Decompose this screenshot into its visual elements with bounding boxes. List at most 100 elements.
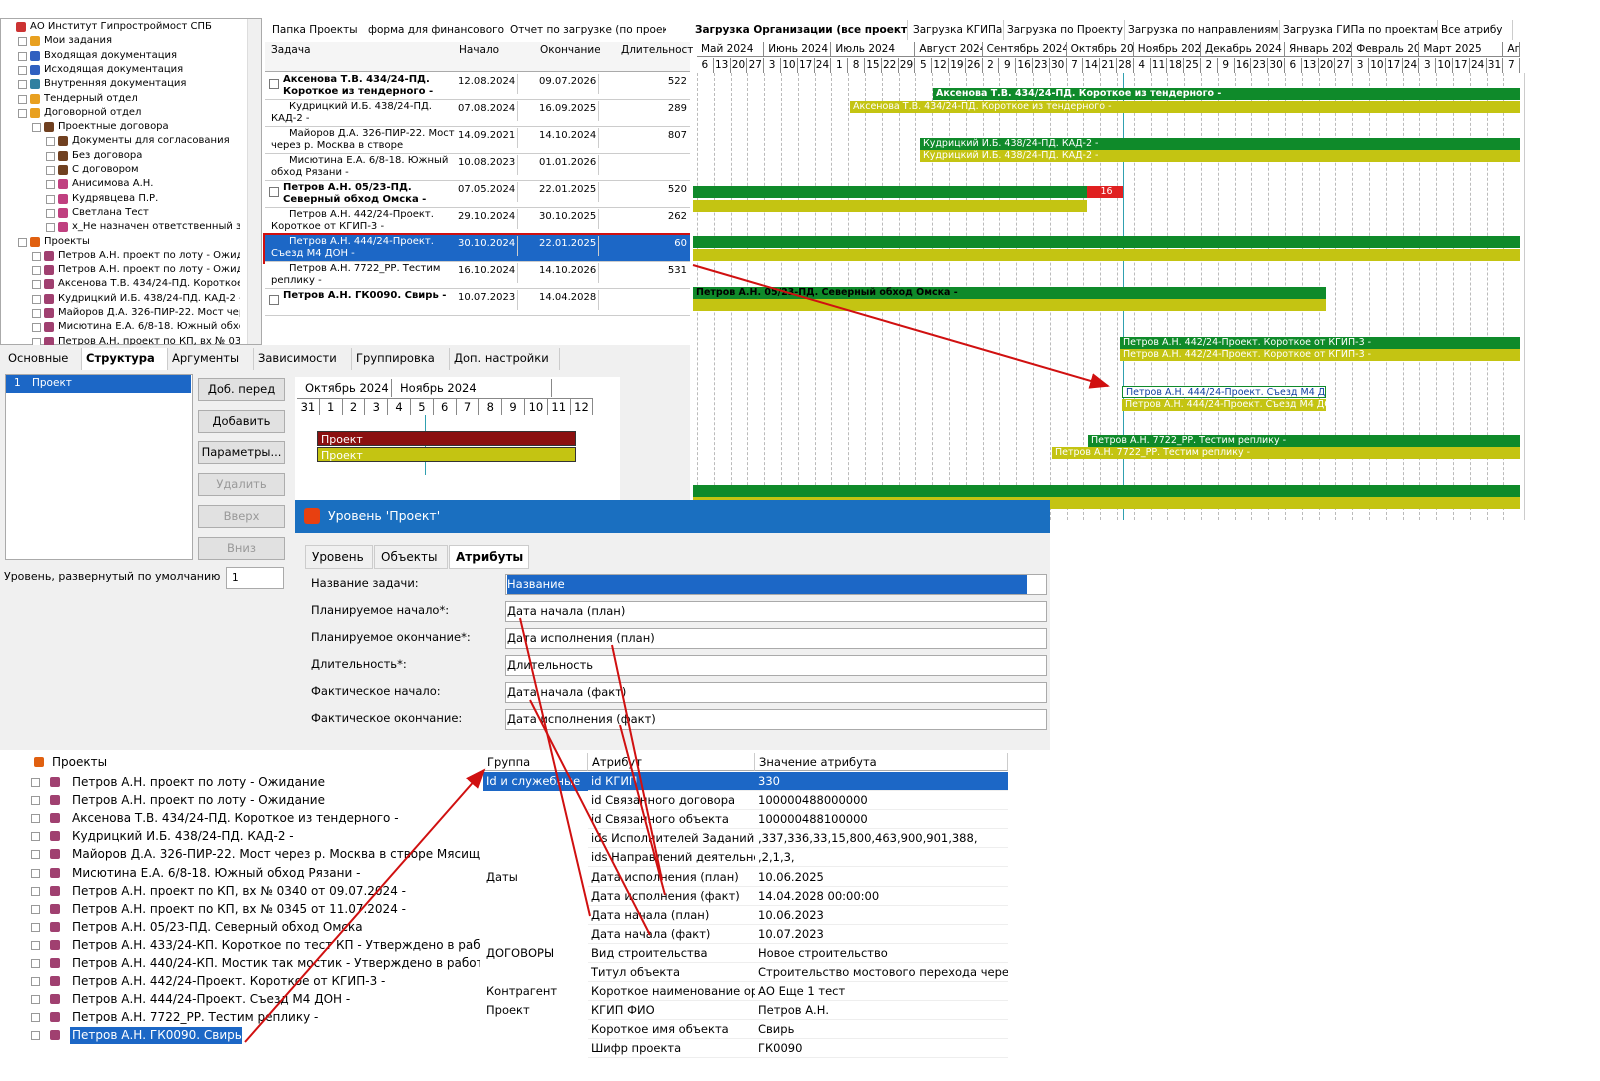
field-combo[interactable] xyxy=(505,628,1047,649)
tree-item[interactable]: Петров А.Н. проект по КП, вх № 0340 xyxy=(58,335,240,347)
tree-item[interactable]: Петров А.Н. проект по КП, вх № 0345 от 1… xyxy=(72,901,406,916)
gantt-bar[interactable]: Кудрицкий И.Б. 438/24-ПД. КАД-2 - xyxy=(920,150,1520,162)
tree-item[interactable]: Тендерный отдел xyxy=(44,92,138,104)
attribute-name[interactable]: Дата начала (план) xyxy=(588,906,755,925)
dropdown[interactable] xyxy=(598,155,618,175)
tab[interactable]: Загрузка по Проекту xyxy=(1004,20,1125,40)
dropdown[interactable] xyxy=(598,128,618,148)
attribute-name[interactable]: id Связанного договора xyxy=(588,791,755,811)
expand-button[interactable] xyxy=(269,295,279,305)
task-name[interactable]: Кудрицкий И.Б. 438/24-ПД. КАД-2 - xyxy=(271,101,432,124)
tab[interactable]: Зависимости xyxy=(254,348,352,370)
dropdown[interactable] xyxy=(598,182,618,202)
task-name[interactable]: Аксенова Т.В. 434/24-ПД. Короткое из тен… xyxy=(283,74,434,97)
gantt-bar[interactable] xyxy=(693,485,1520,497)
attribute-name[interactable]: КГИП ФИО xyxy=(588,1001,755,1021)
dropdown[interactable] xyxy=(517,263,537,283)
dropdown[interactable] xyxy=(517,236,537,256)
tree-item[interactable]: Кудрицкий И.Б. 438/24-ПД. КАД-2 - xyxy=(72,829,294,844)
gantt-bar[interactable] xyxy=(693,249,1520,261)
attribute-name[interactable]: Короткое наименование орг xyxy=(588,982,755,1002)
tree-item[interactable]: Кудрявцева П.Р. xyxy=(72,192,159,204)
tab[interactable]: Аргументы xyxy=(168,348,254,370)
tab[interactable]: Уровень xyxy=(305,545,373,569)
attribute-name[interactable]: Дата исполнения (план) xyxy=(588,868,755,887)
tree-item[interactable]: Петров А.Н. ГК0090. Свирь - xyxy=(70,1027,242,1045)
task-name[interactable]: Мисютина Е.А. 6/8-18. Южный обход Рязани… xyxy=(271,155,449,178)
tree-item[interactable]: С договором xyxy=(72,164,139,175)
attribute-name[interactable]: id КГИП xyxy=(588,772,755,791)
attribute-name[interactable]: Дата начала (факт) xyxy=(588,925,755,944)
gantt-bar[interactable]: Аксенова Т.В. 434/24-ПД. Короткое из тен… xyxy=(933,88,1520,100)
task-name[interactable]: Петров А.Н. 444/24-Проект. Съезд М4 ДОН … xyxy=(271,236,434,259)
tree-item[interactable]: Петров А.Н. 433/24-КП. Короткое по тест … xyxy=(72,937,480,952)
dropdown[interactable] xyxy=(517,74,537,94)
dropdown[interactable] xyxy=(517,182,537,202)
button[interactable]: Вверх xyxy=(198,504,285,528)
tree-item[interactable]: Анисимова А.Н. xyxy=(72,178,154,190)
tab[interactable]: Загрузка по направлениям xyxy=(1125,20,1280,40)
gantt-bar[interactable]: Петров А.Н. 7722_РР. Тестим реплику - xyxy=(1052,447,1520,459)
tab[interactable]: Загрузка ГИПа по проектам xyxy=(1280,20,1438,40)
gantt-bar[interactable]: Петров А.Н. 05/23-ПД. Северный обход Омс… xyxy=(693,287,1326,299)
tree-item[interactable]: Мои задания xyxy=(44,35,112,47)
tab[interactable]: Доп. настройки xyxy=(450,348,560,370)
tree-item[interactable]: Петров А.Н. 444/24-Проект. Съезд М4 ДОН … xyxy=(72,992,351,1007)
tree-item[interactable]: Майоров Д.А. 326-ПИР-22. Мост через р. М… xyxy=(72,847,480,862)
tab[interactable]: Объекты xyxy=(374,545,448,569)
gantt-bar[interactable]: Аксенова Т.В. 434/24-ПД. Короткое из тен… xyxy=(850,101,1520,113)
button[interactable]: Параметры... xyxy=(198,441,285,465)
tab[interactable]: Все атрибу xyxy=(1438,20,1513,40)
tree-item[interactable]: Петров А.Н. проект по лоту - Ожидани xyxy=(58,249,240,261)
gantt-bar[interactable]: Кудрицкий И.Б. 438/24-ПД. КАД-2 - xyxy=(920,138,1520,150)
tree-item[interactable]: Петров А.Н. проект по КП, вх № 0340 от 0… xyxy=(72,883,406,898)
attribute-name[interactable]: Вид строительства xyxy=(588,944,755,963)
field-combo[interactable] xyxy=(505,601,1047,622)
dropdown[interactable] xyxy=(598,74,618,94)
attribute-name[interactable]: ids Направлений деятельнос xyxy=(588,848,755,868)
tree-root[interactable]: Проекты xyxy=(52,755,108,769)
button[interactable]: Добавить xyxy=(198,409,285,433)
tree-item[interactable]: Мисютина Е.А. 6/8-18. Южный обход Рязани… xyxy=(72,865,361,880)
dropdown[interactable] xyxy=(517,155,537,175)
tree-item[interactable]: Аксенова Т.В. 434/24-ПД. Короткое из xyxy=(58,278,240,290)
attribute-name[interactable]: ids Исполнителей Заданий xyxy=(588,829,755,849)
expand-button[interactable] xyxy=(269,79,279,89)
dropdown[interactable] xyxy=(598,263,618,283)
level-row[interactable]: 1 Проект xyxy=(6,375,191,393)
dropdown[interactable] xyxy=(517,209,537,229)
dropdown[interactable] xyxy=(517,128,537,148)
tab[interactable]: Атрибуты xyxy=(449,545,529,569)
gantt-bar[interactable]: Петров А.Н. 7722_РР. Тестим реплику - xyxy=(1088,435,1520,447)
tab[interactable]: Группировка xyxy=(352,348,450,370)
tree-item[interactable]: Петров А.Н. 05/23-ПД. Северный обход Омс… xyxy=(72,919,363,934)
dropdown[interactable] xyxy=(517,101,537,121)
dropdown[interactable] xyxy=(598,209,618,229)
dropdown[interactable] xyxy=(517,290,537,310)
tree-item[interactable]: Входящая документация xyxy=(44,49,178,61)
task-name[interactable]: Майоров Д.А. 326-ПИР-22. Мост через р. М… xyxy=(271,128,455,153)
tree-item[interactable]: Петров А.Н. 442/24-Проект. Короткое от К… xyxy=(72,974,386,989)
tab[interactable]: Папка Проекты xyxy=(272,24,358,36)
tree-item[interactable]: Петров А.Н. проект по лоту - Ожидание xyxy=(72,793,325,808)
tab[interactable]: Основные xyxy=(4,348,82,370)
tab[interactable]: Загрузка КГИПа xyxy=(910,20,1004,40)
tab[interactable]: форма для финансового xyxy=(368,24,505,36)
gantt-bar[interactable]: Петров А.Н. 442/24-Проект. Короткое от К… xyxy=(1120,349,1520,361)
tree-item[interactable]: x_Не назначен ответственный за до xyxy=(72,221,240,233)
tree-item[interactable]: Без договора xyxy=(72,149,143,161)
gantt-bar[interactable]: Петров А.Н. 442/24-Проект. Короткое от К… xyxy=(1120,337,1520,349)
button[interactable]: Удалить xyxy=(198,473,285,497)
tree-item[interactable]: Аксенова Т.В. 434/24-ПД. Короткое из тен… xyxy=(72,811,399,826)
tree-item[interactable]: Майоров Д.А. 326-ПИР-22. Мост через xyxy=(58,307,240,318)
task-name[interactable]: Петров А.Н. 7722_РР. Тестим реплику - xyxy=(271,263,441,286)
tree-item[interactable]: Документы для согласования xyxy=(72,135,230,147)
dropdown[interactable] xyxy=(598,236,618,256)
gantt-bar[interactable]: Петров А.Н. 444/24-Проект. Съезд М4 ДОН xyxy=(1122,386,1326,398)
tree-item[interactable]: Внутренняя документация xyxy=(44,78,187,90)
gantt-bar[interactable] xyxy=(693,236,1520,248)
tab[interactable]: Отчет по загрузке (по проектам) xyxy=(510,24,666,36)
button[interactable]: Вниз xyxy=(198,536,285,560)
attribute-name[interactable]: id Связанного объекта xyxy=(588,810,755,830)
gantt-bar[interactable] xyxy=(693,186,1087,198)
